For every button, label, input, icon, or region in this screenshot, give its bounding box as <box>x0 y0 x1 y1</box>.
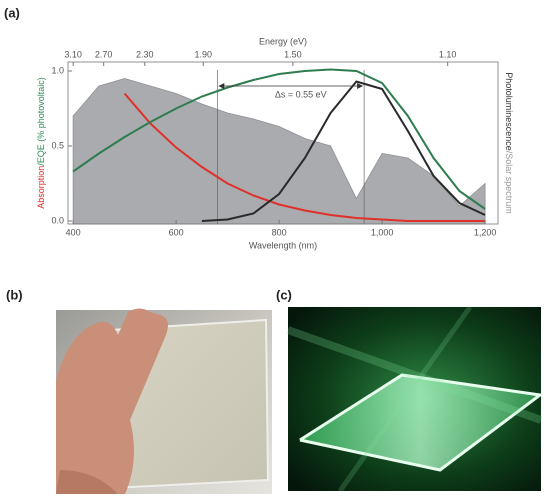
x2-tick-label: 1.90 <box>194 49 212 59</box>
x2-tick-label: 2.70 <box>95 49 113 59</box>
x-tick-label: 800 <box>272 227 287 237</box>
figure: (a) (b) (c) Δs = 0.55 eV 400 600 800 1,000 1,… <box>0 0 547 497</box>
y-axis-label-part: Absorption <box>36 166 46 209</box>
photo-c <box>288 307 541 491</box>
panel-label: (b) <box>6 287 23 302</box>
y-tick-label: 0.5 <box>51 140 64 150</box>
x2-tick-label: 3.10 <box>64 49 82 59</box>
panel-label: (a) <box>4 5 20 20</box>
y-tick-label: 1.0 <box>51 65 64 75</box>
x-tick-label: 400 <box>66 227 81 237</box>
y-axis-label-part: /EQE (% photovoltaic) <box>36 77 46 166</box>
y2-axis-label-part: /Solar spectrum <box>504 151 514 214</box>
x2-tick-label: 1.10 <box>439 49 457 59</box>
y2-axis-label-part: Photoluminescence <box>504 72 514 151</box>
x-axis-label: Wavelength (nm) <box>249 240 317 250</box>
chart: Δs = 0.55 eV 400 600 800 1,000 1,200 0.0 0.5 1.0… <box>36 36 513 250</box>
x2-tick-label: 2.30 <box>136 49 154 59</box>
x-tick-label: 1,000 <box>371 227 394 237</box>
x2-tick-label: 1.50 <box>284 49 302 59</box>
photo-b <box>56 309 272 495</box>
annotation: Δs = 0.55 eV <box>275 89 327 99</box>
x-tick-label: 1,200 <box>474 227 497 237</box>
panel-label: (c) <box>276 287 292 302</box>
x-tick-label: 600 <box>169 227 184 237</box>
y2-axis-label: Photoluminescence/Solar spectrum <box>504 72 514 214</box>
x2-axis-label: Energy (eV) <box>259 36 307 46</box>
y-axis-label: Absorption/EQE (% photovoltaic) <box>36 77 46 209</box>
figure-canvas: (a) (b) (c) Δs = 0.55 eV 400 600 800 1,000 1,… <box>0 0 547 497</box>
y-tick-label: 0.0 <box>51 215 64 225</box>
